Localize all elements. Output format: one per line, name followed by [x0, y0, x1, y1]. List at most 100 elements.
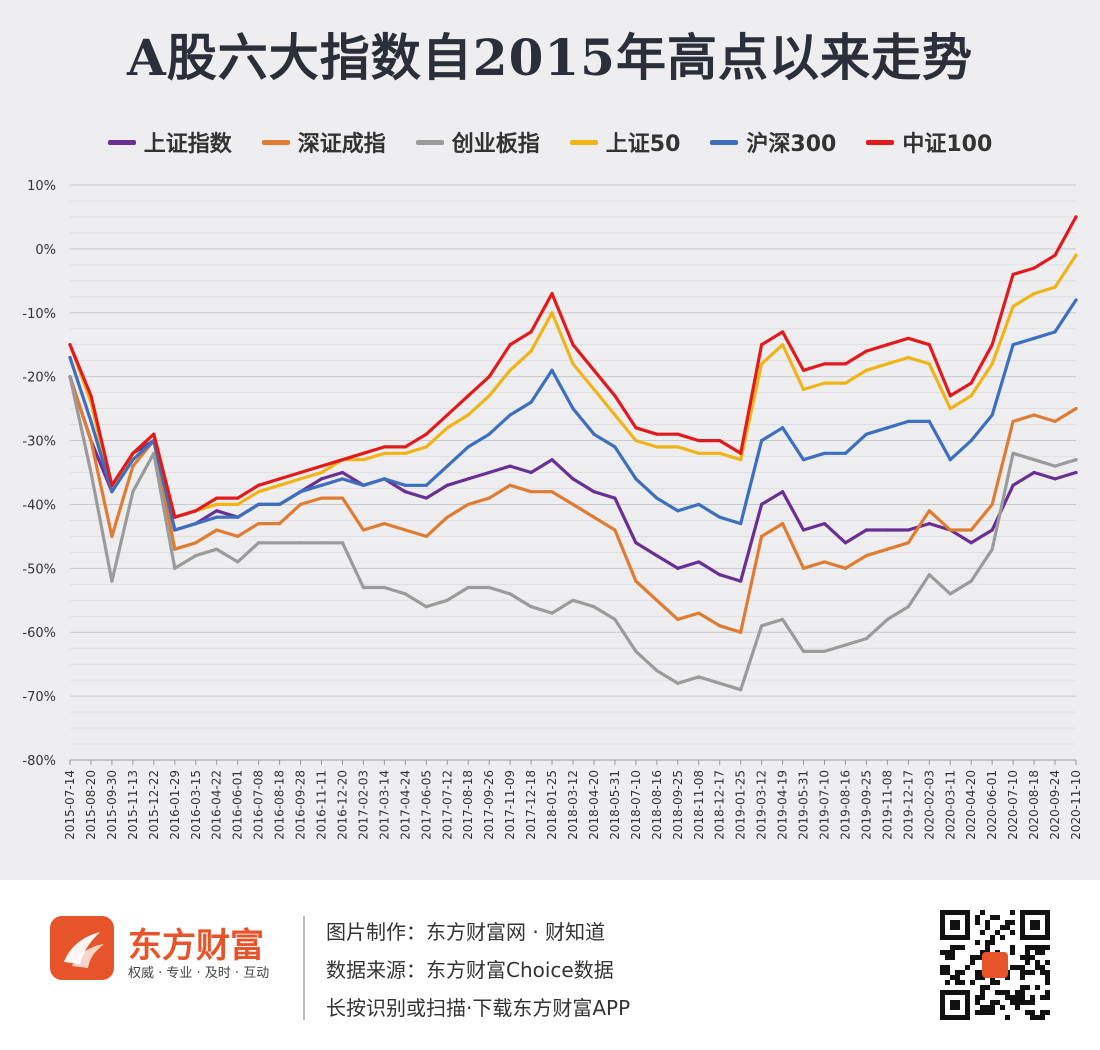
qr-module	[1045, 995, 1050, 1000]
data-point	[173, 528, 177, 532]
qr-code-icon[interactable]	[940, 910, 1050, 1020]
qr-module	[1020, 985, 1025, 990]
data-point	[403, 451, 407, 455]
data-point	[739, 451, 743, 455]
x-tick-label: 2020-07-10	[1006, 770, 1020, 840]
qr-module	[1025, 970, 1030, 975]
data-point	[340, 477, 345, 481]
qr-module	[950, 975, 955, 980]
qr-module	[990, 935, 995, 940]
legend-swatch	[569, 139, 598, 145]
data-point	[1053, 477, 1057, 481]
data-point	[1074, 458, 1078, 462]
data-point	[780, 330, 785, 334]
data-point	[760, 502, 764, 507]
data-point	[592, 515, 596, 519]
x-tick-label: 2015-12-22	[147, 770, 161, 840]
qr-module	[1010, 950, 1015, 955]
data-point	[697, 502, 701, 507]
data-point	[89, 470, 93, 475]
qr-module	[1040, 945, 1045, 950]
data-point	[173, 566, 177, 570]
data-point	[969, 381, 973, 385]
data-point	[298, 490, 303, 494]
data-point	[613, 394, 617, 398]
qr-finder	[1030, 920, 1040, 930]
data-point	[718, 438, 722, 443]
data-point	[236, 515, 240, 519]
data-point	[382, 445, 386, 449]
data-point	[948, 592, 952, 596]
y-tick-label: -30%	[22, 435, 56, 450]
qr-module	[990, 915, 995, 920]
data-point	[780, 490, 785, 494]
data-point	[906, 355, 910, 360]
data-point	[739, 688, 743, 692]
qr-module	[945, 970, 950, 975]
qr-module	[1020, 970, 1025, 975]
qr-module	[1015, 1005, 1020, 1010]
qr-module	[1040, 970, 1045, 975]
data-point	[194, 553, 198, 558]
data-point	[277, 477, 282, 481]
data-point	[257, 541, 261, 545]
data-point	[864, 553, 869, 558]
x-tick-label: 2019-01-25	[734, 770, 748, 840]
data-point	[801, 387, 806, 392]
qr-module	[995, 930, 1000, 935]
data-point	[760, 624, 764, 628]
data-point	[403, 445, 407, 449]
data-point	[571, 343, 575, 347]
x-tick-label: 2015-08-20	[84, 770, 98, 840]
qr-module	[1005, 995, 1010, 1000]
y-tick-label: -20%	[22, 371, 56, 386]
data-point	[466, 394, 470, 398]
qr-module	[985, 940, 990, 945]
data-point	[864, 528, 869, 532]
qr-module	[945, 950, 950, 955]
x-tick-label: 2019-09-25	[859, 770, 873, 840]
data-point	[1053, 464, 1057, 468]
data-point	[445, 483, 449, 487]
data-point	[68, 355, 72, 360]
x-tick-label: 2020-11-10	[1069, 770, 1083, 840]
qr-module	[1015, 965, 1020, 970]
data-point	[445, 464, 449, 468]
data-point	[340, 541, 345, 545]
y-tick-label: -10%	[22, 307, 56, 322]
data-point	[340, 470, 345, 475]
qr-module	[1045, 980, 1050, 985]
x-tick-label: 2018-08-16	[650, 770, 664, 840]
legend-swatch	[710, 139, 739, 145]
data-point	[445, 426, 449, 430]
qr-module	[955, 975, 960, 980]
data-point	[508, 343, 512, 347]
data-point	[885, 362, 889, 366]
y-tick-label: 10%	[27, 179, 56, 194]
x-tick-label: 2020-04-20	[964, 770, 978, 840]
data-point	[277, 483, 282, 487]
data-point	[194, 541, 198, 545]
data-point	[131, 458, 135, 462]
qr-module	[980, 950, 985, 955]
data-point	[718, 681, 722, 685]
data-point	[445, 413, 449, 417]
brand-slogan: 权威 · 专业 · 及时 · 互动	[128, 966, 270, 981]
x-tick-label: 2015-07-14	[63, 770, 77, 840]
qr-module	[1030, 970, 1035, 975]
qr-module	[1030, 995, 1035, 1000]
qr-module	[945, 980, 950, 985]
data-point	[445, 598, 449, 602]
qr-module	[955, 945, 960, 950]
data-point	[68, 343, 72, 347]
data-point	[634, 477, 638, 481]
qr-module	[1005, 925, 1010, 930]
qr-module	[1035, 950, 1040, 955]
qr-module	[985, 985, 990, 990]
data-point	[801, 458, 806, 462]
data-point	[927, 509, 931, 513]
legend-swatch	[415, 139, 444, 145]
data-point	[906, 541, 910, 545]
x-tick-label: 2016-04-22	[210, 770, 224, 840]
data-point	[676, 509, 680, 513]
